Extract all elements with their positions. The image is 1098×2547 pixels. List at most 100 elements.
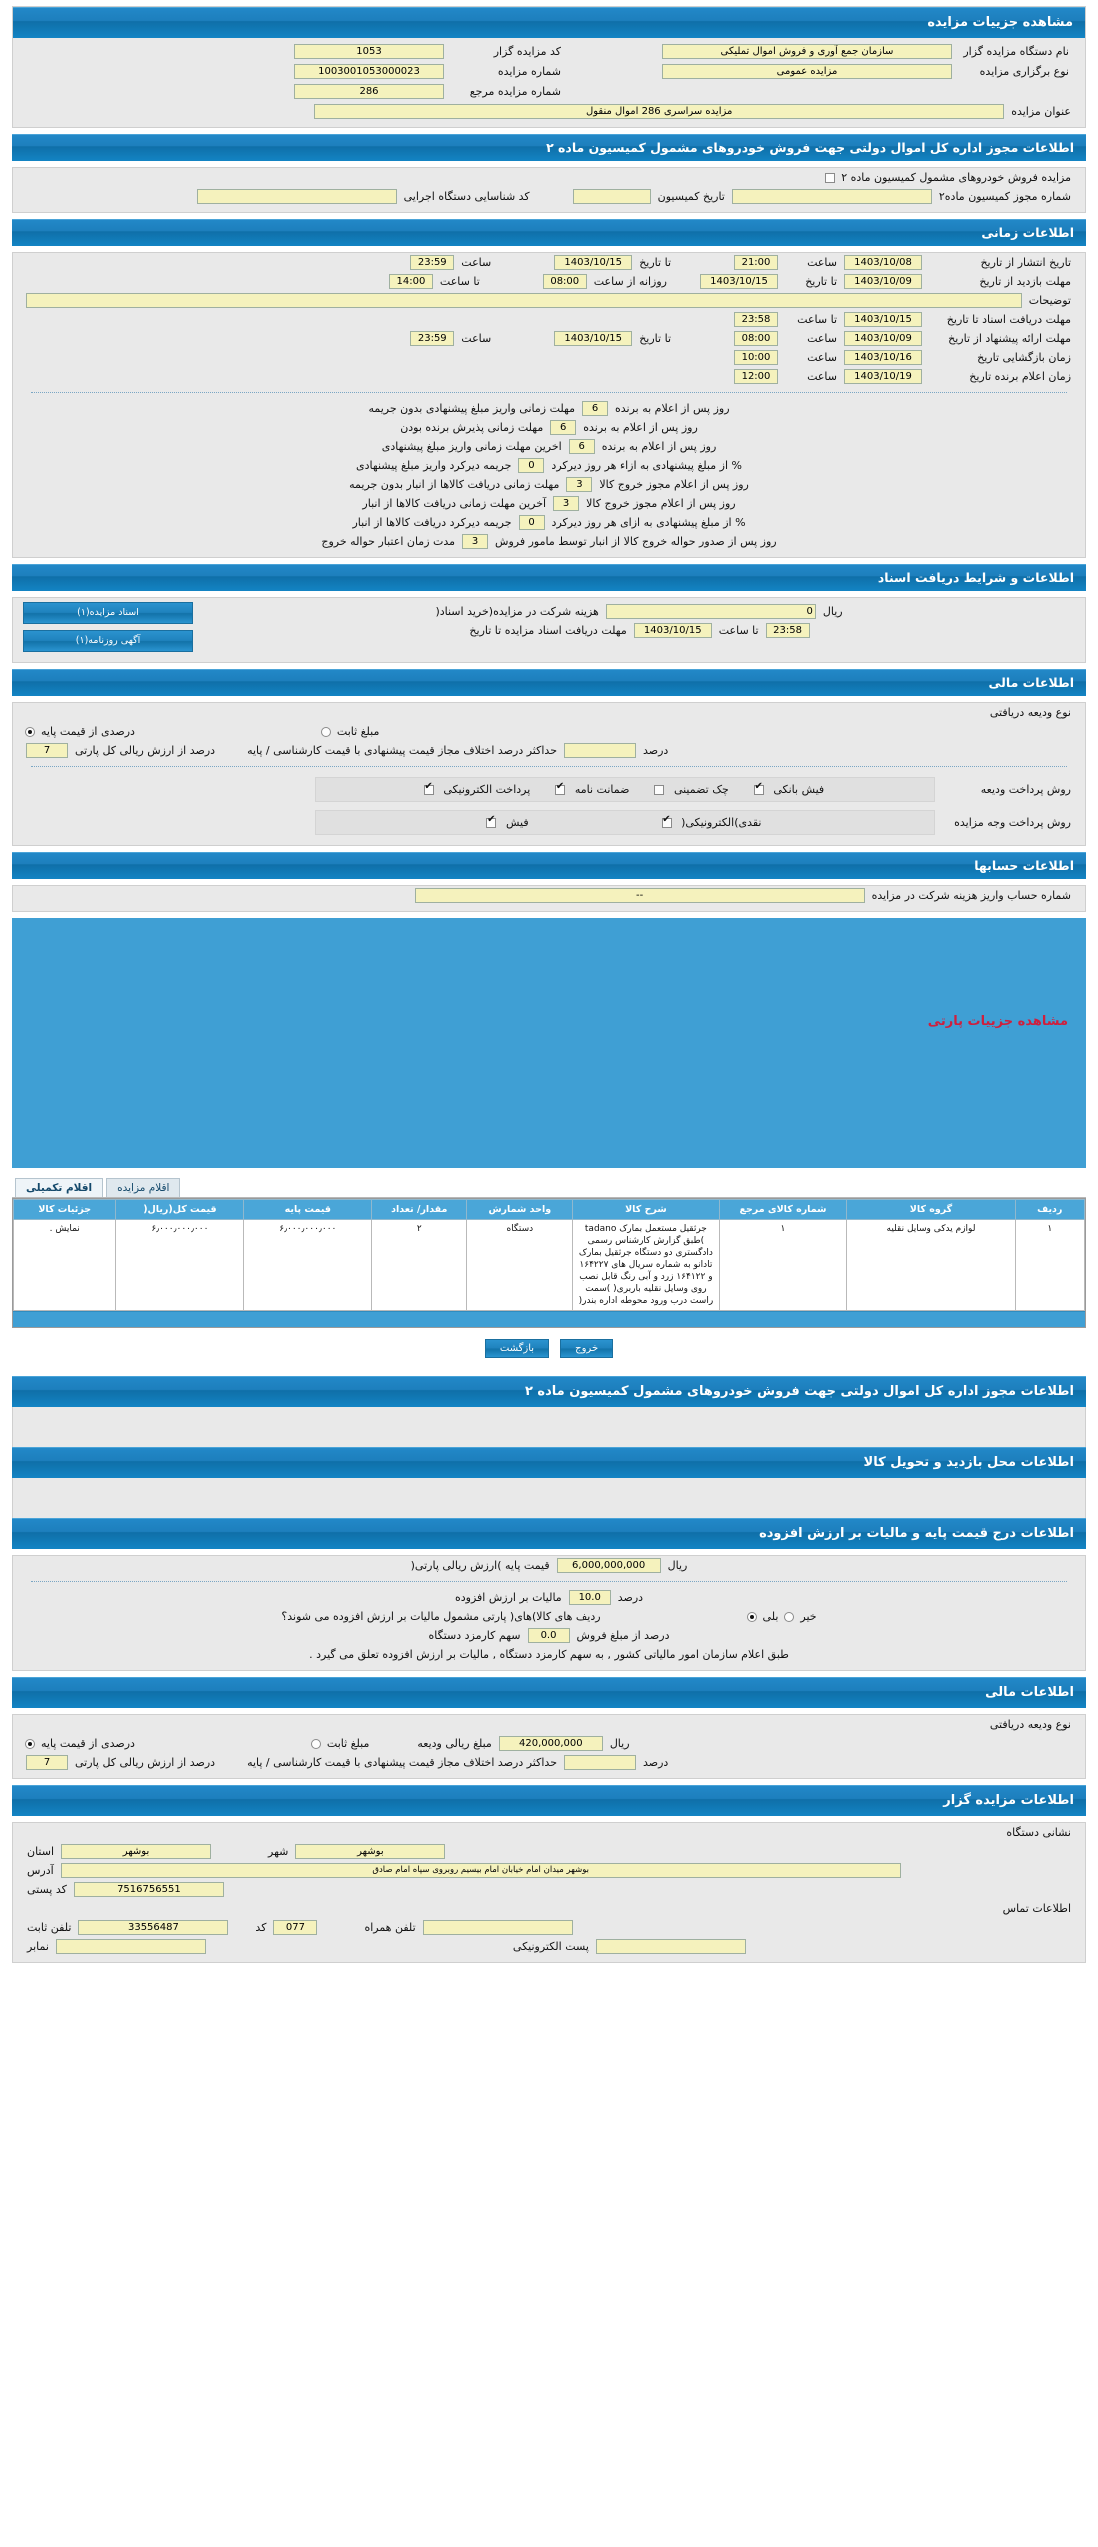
deposit-method-checkbox-0[interactable] bbox=[423, 782, 434, 795]
col-total-price: قیمت کل(ریال( bbox=[115, 1199, 245, 1220]
publish-date-to[interactable]: 1403/10/15 bbox=[554, 255, 633, 270]
auction-type-value[interactable]: مزایده عمومی bbox=[662, 63, 952, 79]
auction-documents-button[interactable]: اسناد مزایده(۱) bbox=[23, 602, 193, 624]
bottom-permit-title: اطلاعات مجوز اداره کل اموال دولتی جهت فر… bbox=[12, 1376, 1086, 1407]
offer-to-label: تا تاریخ bbox=[639, 332, 671, 345]
cell-details-link[interactable]: نمایش . bbox=[12, 1219, 117, 1311]
offer-time-from[interactable]: 08:00 bbox=[734, 331, 778, 346]
deadline-value-2[interactable]: 6 bbox=[568, 439, 595, 454]
percent-value-input[interactable]: 7 bbox=[26, 743, 68, 758]
timing-notes-input[interactable] bbox=[26, 293, 1022, 308]
permit-checkbox[interactable] bbox=[825, 172, 836, 183]
city-input[interactable]: بوشهر bbox=[295, 1844, 446, 1859]
legal-note: طبق اعلام سازمان امور مالیاتی کشور , به … bbox=[309, 1648, 789, 1661]
executive-id-input[interactable] bbox=[196, 189, 397, 204]
bottom-financial-body: نوع ودیعه دریافتی ریال 420,000,000 مبلغ … bbox=[12, 1714, 1086, 1779]
deadline-right-1: مهلت زمانی پذیرش برنده بودن bbox=[400, 421, 544, 434]
address-input[interactable]: بوشهر میدان امام خیابان امام بیسیم روبرو… bbox=[60, 1863, 901, 1878]
timing-notes-label: توضیحات bbox=[1028, 294, 1071, 307]
deadline-value-6[interactable]: 0 bbox=[518, 515, 545, 530]
vat-yes-radio[interactable] bbox=[746, 1611, 757, 1622]
province-input[interactable]: بوشهر bbox=[61, 1844, 212, 1859]
fax-input[interactable] bbox=[55, 1939, 206, 1954]
auctioneer-name-value[interactable]: سازمان جمع آوری و فروش اموال تملیکی bbox=[662, 43, 952, 59]
exit-button[interactable]: خروج bbox=[560, 1339, 614, 1358]
bottom-percent-of-base-radio[interactable] bbox=[25, 1738, 35, 1749]
phone-input[interactable]: 33556487 bbox=[78, 1920, 229, 1935]
commission-date-input[interactable] bbox=[572, 189, 651, 204]
mobile-input[interactable] bbox=[422, 1920, 573, 1935]
newspaper-ad-button[interactable]: آگهی روزنامه(۱) bbox=[23, 630, 193, 652]
publish-date-from[interactable]: 1403/10/08 bbox=[844, 255, 922, 270]
commission-share-input[interactable]: 0.0 bbox=[527, 1628, 570, 1643]
area-code-label: کد bbox=[255, 1921, 267, 1934]
docs-deadline-date[interactable]: 1403/10/15 bbox=[844, 312, 922, 327]
ref-auction-number-value[interactable]: 286 bbox=[294, 83, 444, 99]
doc-deadline-date[interactable]: 1403/10/15 bbox=[633, 623, 712, 638]
email-input[interactable] bbox=[595, 1939, 746, 1954]
vat-no-radio[interactable] bbox=[784, 1611, 795, 1622]
auction-title-value[interactable]: مزایده سراسری 286 اموال منقول bbox=[314, 104, 1005, 119]
opening-date[interactable]: 1403/10/16 bbox=[844, 350, 922, 365]
bottom-max-diff-input[interactable] bbox=[564, 1755, 636, 1770]
vat-body: ریال 6,000,000,000 قیمت پایه )ارزش ریالی… bbox=[12, 1555, 1086, 1671]
publish-time-from[interactable]: 21:00 bbox=[734, 255, 778, 270]
doc-deadline-time[interactable]: 23:58 bbox=[765, 623, 810, 638]
doc-fee-input[interactable]: 0 bbox=[605, 604, 816, 619]
fixed-amount-radio[interactable] bbox=[320, 726, 331, 737]
offer-date-from[interactable]: 1403/10/09 bbox=[844, 331, 922, 346]
max-diff-input[interactable] bbox=[564, 743, 636, 758]
tab-auction-items[interactable]: اقلام مزایده bbox=[106, 1178, 181, 1197]
docs-deadline-time[interactable]: 23:58 bbox=[734, 312, 778, 327]
deadline-value-3[interactable]: 0 bbox=[518, 458, 545, 473]
account-number-value[interactable]: -- bbox=[414, 888, 865, 903]
percent-of-base-radio[interactable] bbox=[25, 726, 35, 737]
bottom-fixed-amount-radio[interactable] bbox=[310, 1738, 321, 1749]
visit-end-label: تا ساعت bbox=[439, 275, 480, 288]
visit-time-to[interactable]: 14:00 bbox=[388, 274, 433, 289]
auction-number-row: شماره مزایده 1003001053000023 bbox=[25, 62, 565, 80]
offer-date-to[interactable]: 1403/10/15 bbox=[554, 331, 633, 346]
offer-end-label: ساعت bbox=[461, 332, 492, 345]
accounts-section: اطلاعات حسابها bbox=[12, 852, 1086, 879]
tab-supplementary-items[interactable]: اقلام تکمیلی bbox=[15, 1178, 104, 1197]
bottom-percent-value-input[interactable]: 7 bbox=[26, 1755, 68, 1770]
deposit-method-checkbox-2[interactable] bbox=[654, 785, 665, 795]
publish-time-to[interactable]: 23:59 bbox=[410, 255, 455, 270]
permit-number-input[interactable] bbox=[731, 189, 932, 204]
vat-input[interactable]: 10.0 bbox=[568, 1590, 611, 1605]
winner-date[interactable]: 1403/10/19 bbox=[844, 369, 922, 384]
col-desc: شرح کالا bbox=[572, 1199, 720, 1220]
back-button[interactable]: بازگشت bbox=[484, 1339, 550, 1358]
visit-date-until[interactable]: 1403/10/15 bbox=[700, 274, 778, 289]
bottom-percent-value-row: درصد حداکثر درصد اختلاف مجاز قیمت پیشنها… bbox=[13, 1753, 1085, 1772]
vat-label: مالیات بر ارزش افزوده bbox=[454, 1591, 562, 1604]
doc-deadline-time-label: تا ساعت bbox=[718, 624, 759, 637]
top-summary-panel: مشاهده جزییات مزایده نام دستگاه مزایده گ… bbox=[12, 6, 1086, 128]
bottom-deposit-amount-input[interactable]: 420,000,000 bbox=[498, 1736, 603, 1751]
winner-time[interactable]: 12:00 bbox=[734, 369, 778, 384]
area-code-input[interactable]: 077 bbox=[273, 1920, 318, 1935]
deposit-method-checkbox-1[interactable] bbox=[555, 782, 566, 795]
visit-time-from[interactable]: 08:00 bbox=[542, 274, 587, 289]
vat-divider bbox=[31, 1581, 1067, 1582]
offer-time-to[interactable]: 23:59 bbox=[410, 331, 455, 346]
postal-input[interactable]: 7516756551 bbox=[73, 1882, 224, 1897]
deadline-value-7[interactable]: 3 bbox=[462, 534, 489, 549]
deadline-value-4[interactable]: 3 bbox=[566, 477, 593, 492]
bottom-financial-section: اطلاعات مالی bbox=[12, 1677, 1086, 1708]
table-row[interactable]: ۱ لوازم یدکی وسایل نقلیه ۱ جرثقیل مستعمل… bbox=[12, 1219, 1086, 1311]
auction-number-value[interactable]: 1003001053000023 bbox=[294, 63, 444, 79]
opening-time[interactable]: 10:00 bbox=[734, 350, 778, 365]
deposit-method-checkbox-3[interactable] bbox=[753, 782, 764, 795]
visit-date-from[interactable]: 1403/10/09 bbox=[844, 274, 922, 289]
auction-method-checkbox-0[interactable] bbox=[486, 815, 497, 828]
auction-method-checkbox-1[interactable] bbox=[661, 815, 672, 828]
deadline-value-0[interactable]: 6 bbox=[582, 401, 608, 416]
deadline-value-1[interactable]: 6 bbox=[550, 420, 577, 435]
deadline-left-5: روز پس از اعلام مجوز خروج کالا bbox=[586, 497, 736, 510]
base-price-input[interactable]: 6,000,000,000 bbox=[556, 1558, 661, 1573]
deadline-value-5[interactable]: 3 bbox=[553, 496, 580, 511]
auctioneer-code-value[interactable]: 1053 bbox=[294, 43, 444, 59]
col-radif: ردیف bbox=[1014, 1199, 1086, 1220]
